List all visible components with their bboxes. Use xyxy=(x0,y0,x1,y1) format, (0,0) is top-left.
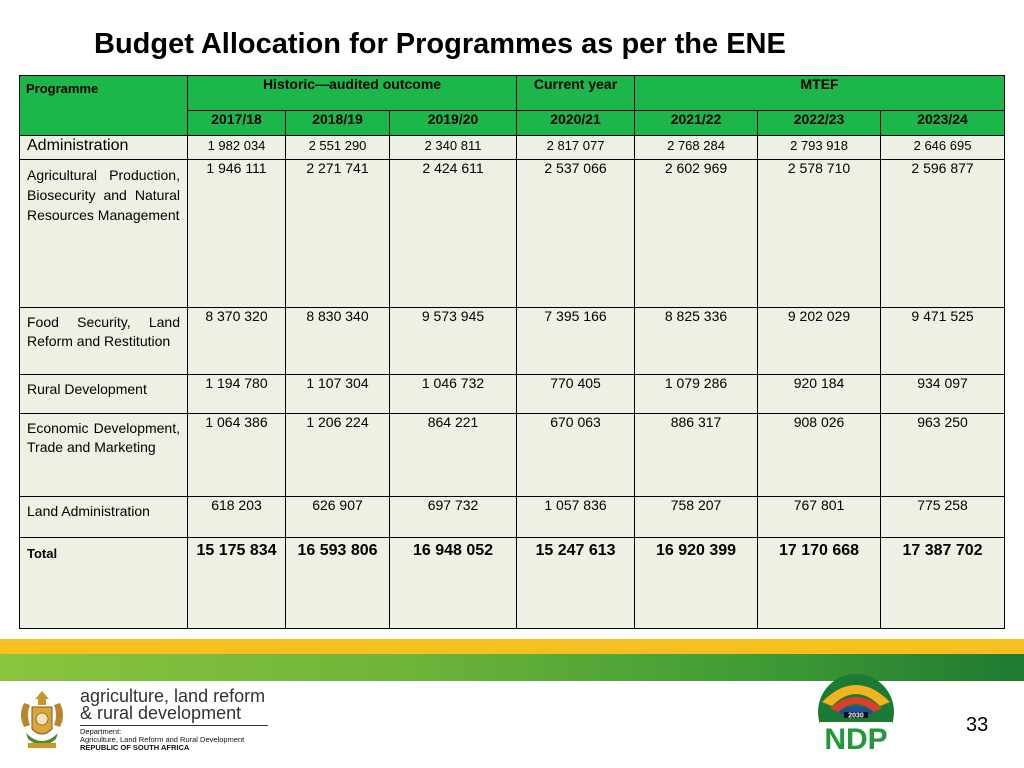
table-row: Land Administration 618 203 626 907 697 … xyxy=(19,496,1006,538)
table-cell: 1 107 304 xyxy=(285,374,390,414)
table-cell: 758 207 xyxy=(634,496,759,538)
header-year: 2021/22 xyxy=(634,110,759,136)
table-cell: 1 057 836 xyxy=(516,496,636,538)
department-name-line2: & rural development xyxy=(80,703,242,723)
ndp-logo-icon: 2030 NDP xyxy=(818,674,894,756)
header-mtef: MTEF xyxy=(634,75,1006,111)
header-year: 2017/18 xyxy=(187,110,286,136)
table-cell: 1 046 732 xyxy=(388,374,518,414)
page-number: 33 xyxy=(966,714,989,736)
table-row: Food Security, Land Reform and Restituti… xyxy=(19,307,1006,375)
table-cell: 2 793 918 xyxy=(757,135,882,160)
table-cell: 2 646 695 xyxy=(880,135,1006,160)
table-cell: 886 317 xyxy=(634,413,759,497)
table-cell: 2 596 877 xyxy=(880,159,1006,308)
table-cell: 8 825 336 xyxy=(634,307,759,375)
table-cell: 2 817 077 xyxy=(516,135,636,160)
table-cell: 697 732 xyxy=(388,496,518,538)
country-name: REPUBLIC OF SOUTH AFRICA xyxy=(80,743,190,752)
table-row: Rural Development 1 194 780 1 107 304 1 … xyxy=(19,374,1006,414)
coat-of-arms-icon xyxy=(21,691,63,748)
table-cell: 963 250 xyxy=(880,413,1006,497)
header-year: 2022/23 xyxy=(757,110,882,136)
footer-gold-stripe xyxy=(0,639,1024,655)
table-cell: 670 063 xyxy=(516,413,636,497)
table-header-row-groups: Programme Historic—audited outcome Curre… xyxy=(19,75,1006,136)
table-row: Agricultural Production, Biosecurity and… xyxy=(19,159,1006,308)
table-cell: 2 551 290 xyxy=(285,135,390,160)
row-programme-name: Rural Development xyxy=(19,374,188,414)
department-full-name: Agriculture, Land Reform and Rural Devel… xyxy=(80,735,245,744)
table-row: Economic Development, Trade and Marketin… xyxy=(19,413,1006,497)
table-cell: 2 537 066 xyxy=(516,159,636,308)
table-cell: 15 247 613 xyxy=(516,537,636,629)
table-header-row-years: 2017/18 2018/19 2019/20 2020/21 2021/22 … xyxy=(20,110,1006,136)
table-cell: 1 194 780 xyxy=(187,374,286,414)
table-cell: 920 184 xyxy=(757,374,882,414)
department-divider xyxy=(80,725,268,726)
table-cell: 770 405 xyxy=(516,374,636,414)
header-programme: Programme xyxy=(19,75,188,136)
table-cell: 16 920 399 xyxy=(634,537,759,629)
row-programme-name: Land Administration xyxy=(19,496,188,538)
table-cell: 934 097 xyxy=(880,374,1006,414)
header-historic: Historic—audited outcome xyxy=(186,75,518,111)
department-name: agriculture, land reform & rural develop… xyxy=(80,686,266,723)
table-cell: 15 175 834 xyxy=(187,537,286,629)
department-name-line1: agriculture, land reform xyxy=(80,686,266,706)
ndp-text: NDP xyxy=(824,723,887,756)
table-cell: 2 578 710 xyxy=(757,159,882,308)
row-programme-name: Economic Development, Trade and Marketin… xyxy=(19,413,188,497)
row-programme-name: Food Security, Land Reform and Restituti… xyxy=(19,307,188,375)
table-cell: 1 946 111 xyxy=(187,159,286,308)
table-cell: 9 471 525 xyxy=(880,307,1006,375)
table-cell: 2 424 611 xyxy=(388,159,518,308)
ndp-year: 2030 xyxy=(848,713,864,720)
table-cell: 908 026 xyxy=(757,413,882,497)
header-year: 2019/20 xyxy=(388,110,518,136)
table-cell: 2 768 284 xyxy=(634,135,759,160)
table-cell: 864 221 xyxy=(388,413,518,497)
table-cell: 2 602 969 xyxy=(634,159,759,308)
table-cell: 8 370 320 xyxy=(187,307,286,375)
table-cell: 16 593 806 xyxy=(285,537,390,629)
budget-table: Programme Historic—audited outcome Curre… xyxy=(19,75,1006,629)
table-cell: 17 170 668 xyxy=(757,537,882,629)
header-year: 2023/24 xyxy=(880,110,1006,136)
table-cell: 16 948 052 xyxy=(388,537,518,629)
table-cell: 9 202 029 xyxy=(757,307,882,375)
table-cell: 17 387 702 xyxy=(880,537,1006,629)
table-cell: 7 395 166 xyxy=(516,307,636,375)
table-cell: 618 203 xyxy=(187,496,286,538)
row-programme-name: Administration xyxy=(19,135,188,160)
header-year: 2020/21 xyxy=(516,110,636,136)
department-subtitle: Department: Agriculture, Land Reform and… xyxy=(80,728,244,752)
header-current-year: Current year xyxy=(516,75,636,111)
table-cell: 9 573 945 xyxy=(388,307,518,375)
header-year: 2018/19 xyxy=(285,110,390,136)
table-cell: 626 907 xyxy=(285,496,390,538)
table-cell: 1 079 286 xyxy=(634,374,759,414)
table-cell: 775 258 xyxy=(880,496,1006,538)
row-programme-name: Agricultural Production, Biosecurity and… xyxy=(19,159,188,308)
table-cell: 1 064 386 xyxy=(187,413,286,497)
department-label: Department: xyxy=(80,727,122,736)
row-programme-name: Total xyxy=(19,537,188,629)
table-cell: 767 801 xyxy=(757,496,882,538)
table-cell: 1 982 034 xyxy=(187,135,286,160)
slide-title: Budget Allocation for Programmes as per … xyxy=(94,28,786,60)
table-cell: 2 271 741 xyxy=(285,159,390,308)
table-row: Administration 1 982 034 2 551 290 2 340… xyxy=(19,135,1006,160)
table-cell: 2 340 811 xyxy=(388,135,518,160)
table-cell: 1 206 224 xyxy=(285,413,390,497)
table-row-total: Total 15 175 834 16 593 806 16 948 052 1… xyxy=(19,537,1006,629)
table-cell: 8 830 340 xyxy=(285,307,390,375)
